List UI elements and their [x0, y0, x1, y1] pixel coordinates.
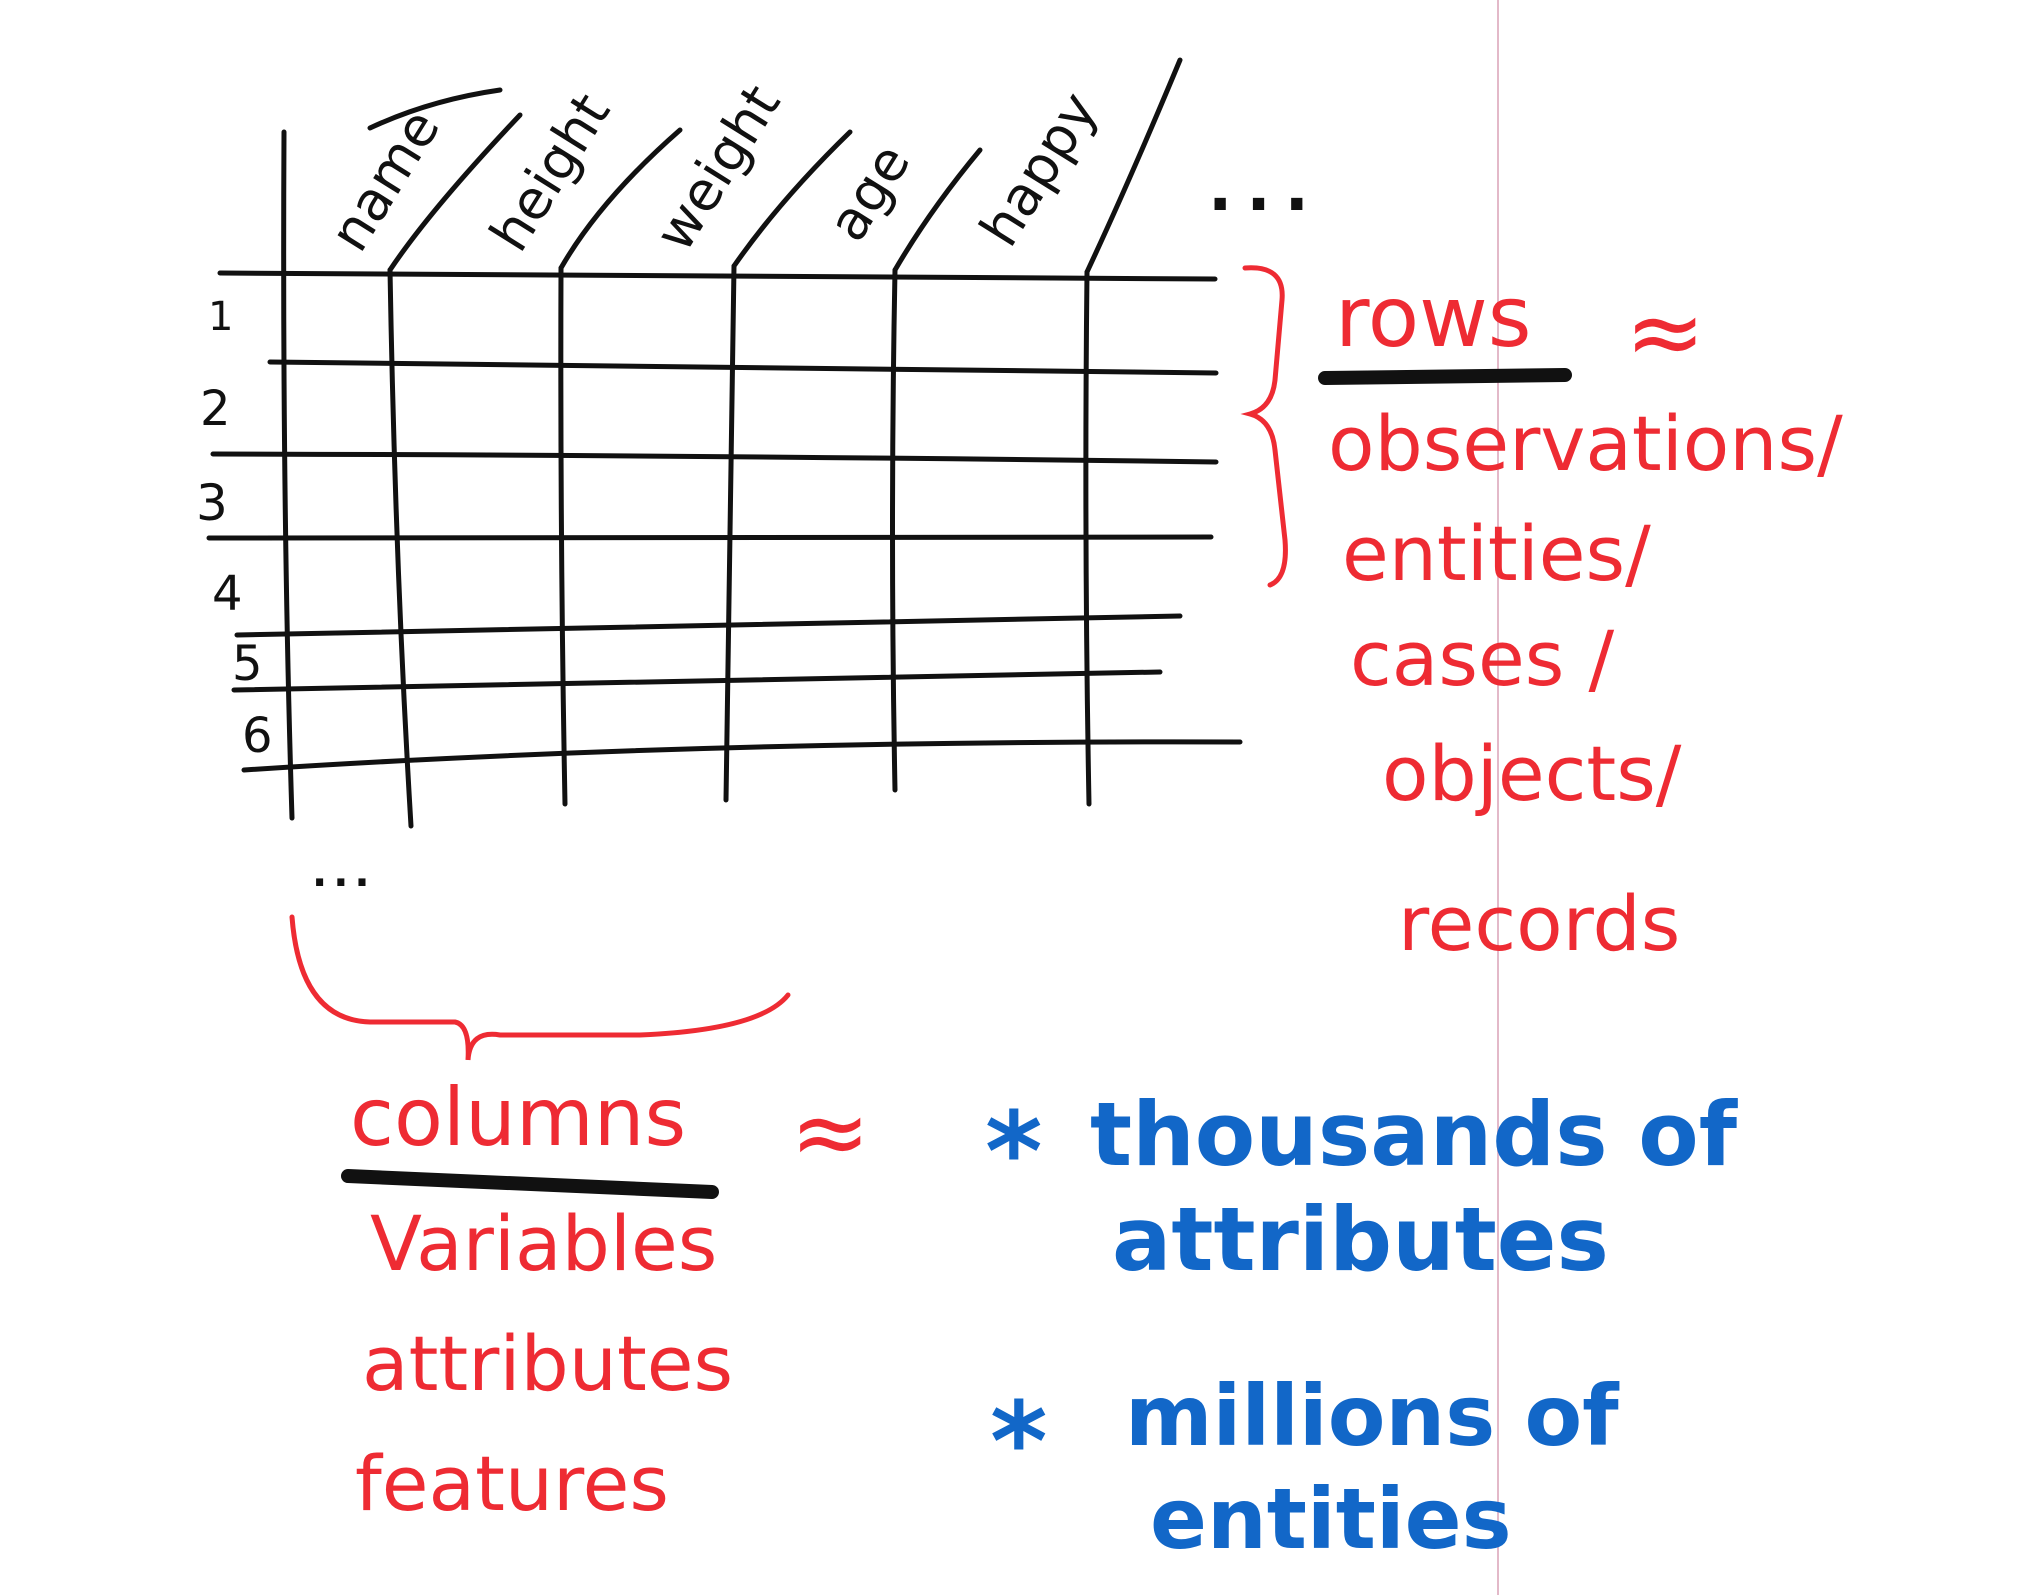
table-grid — [206, 57, 1243, 829]
columns-underline — [341, 1169, 719, 1199]
scale-note-line: millions of — [1125, 1367, 1620, 1465]
column-header: weight — [643, 74, 793, 262]
scale-note-line: thousands of — [1090, 1083, 1739, 1186]
column-header: name — [318, 99, 453, 262]
row-number: 1 — [208, 294, 233, 340]
columns-synonym: Variables — [370, 1199, 717, 1288]
grid-line-v — [281, 129, 295, 821]
scale-note-line: entities — [1150, 1470, 1512, 1568]
grid-line-v — [558, 265, 568, 807]
rows-term: rows — [1335, 268, 1532, 366]
rows-synonym: objects/ — [1382, 729, 1682, 818]
rows-synonym: observations/ — [1328, 399, 1843, 488]
bullet-star: * — [990, 1378, 1048, 1506]
header-underline — [367, 87, 503, 131]
rows-synonym: entities/ — [1342, 509, 1651, 598]
header-divider — [387, 112, 523, 273]
header-divider — [731, 129, 853, 269]
header-divider — [558, 127, 683, 271]
grid-line-v — [723, 263, 737, 803]
grid-line-v — [387, 267, 414, 829]
columns-synonyms: Variables attributes features — [355, 1199, 733, 1528]
grid-line-v — [1083, 269, 1092, 807]
grid-line-h — [241, 739, 1243, 773]
more-rows-ellipsis: ... — [312, 850, 376, 896]
header-divider — [892, 147, 983, 273]
rows-synonyms: observations/ entities/ cases / objects/… — [1328, 399, 1843, 968]
row-number: 2 — [200, 381, 231, 437]
rows-underline — [1318, 368, 1572, 385]
columns-synonym: features — [355, 1439, 669, 1528]
rows-brace — [1240, 265, 1288, 588]
grid-line-h — [231, 669, 1163, 693]
grid-line-h — [210, 451, 1219, 465]
rows-synonym: cases / — [1350, 614, 1614, 703]
column-header: happy — [968, 81, 1110, 257]
row-number: 3 — [196, 474, 228, 532]
grid-line-h — [267, 359, 1219, 376]
grid-line-h — [206, 534, 1214, 541]
columns-brace — [289, 914, 791, 1061]
columns-synonym: attributes — [362, 1319, 733, 1408]
grid-line-v — [890, 267, 898, 793]
rows-synonym: records — [1398, 879, 1680, 968]
columns-approx: ≈ — [790, 1076, 870, 1188]
row-numbers: 1 2 3 4 5 6 — [196, 294, 273, 764]
rows-approx: ≈ — [1625, 276, 1705, 388]
grid-line-h — [234, 613, 1183, 638]
header-divider — [1084, 57, 1183, 275]
row-number: 5 — [232, 636, 263, 692]
scale-notes: * thousands of attributes * millions of … — [985, 1083, 1739, 1568]
row-number: 4 — [212, 566, 243, 622]
bullet-star: * — [985, 1088, 1043, 1216]
row-number: 6 — [242, 708, 273, 764]
column-header: height — [478, 83, 623, 262]
columns-term: columns — [350, 1071, 686, 1164]
grid-line-h — [217, 270, 1218, 282]
scale-note-line: attributes — [1112, 1188, 1609, 1291]
more-columns-ellipsis: ... — [1208, 152, 1323, 226]
